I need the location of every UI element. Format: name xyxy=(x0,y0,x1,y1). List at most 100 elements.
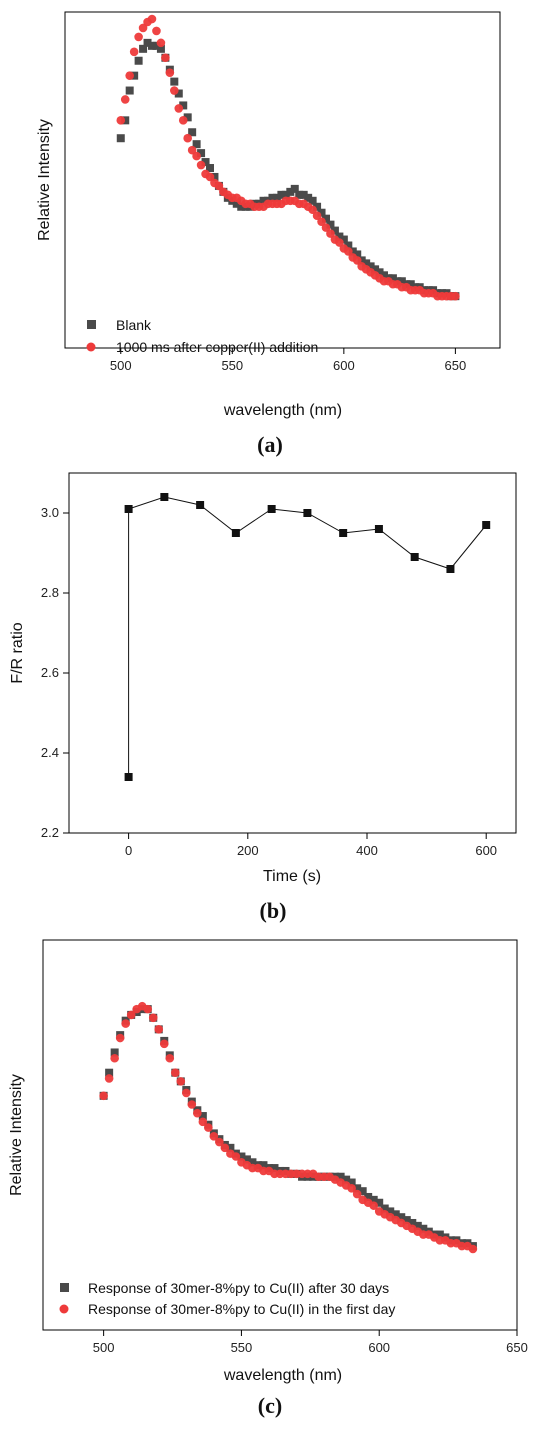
panel-c-point-series1 xyxy=(182,1088,191,1098)
panel-c-point-series1 xyxy=(148,1013,158,1023)
panel-c-point-series0 xyxy=(342,1175,351,1184)
panel-a-point-series0 xyxy=(313,202,322,211)
panel-c-point-series0 xyxy=(270,1164,279,1173)
panel-a-point-series1 xyxy=(214,181,224,191)
panel-a-point-series1 xyxy=(125,71,134,80)
panel-a-point-series1 xyxy=(451,291,460,301)
panel-a-point-series0 xyxy=(232,199,241,208)
panel-b-point xyxy=(124,773,133,781)
panel-c-x-tick-label: 500 xyxy=(93,1340,115,1355)
panel-a-legend-marker-blank xyxy=(87,320,96,329)
panel-a-point-series0 xyxy=(348,247,357,256)
panel-a-point-series1 xyxy=(183,133,192,143)
panel-c-point-series0 xyxy=(259,1161,268,1170)
panel-a-x-tick-label: 600 xyxy=(333,358,355,373)
panel-a: 500 550 600 650 Relative Intensity waveleng… xyxy=(36,11,501,457)
panel-a-plot-frame xyxy=(64,11,501,349)
panel-a-point-series1 xyxy=(205,172,215,182)
panel-c-point-series0 xyxy=(364,1192,373,1201)
panel-b-x-tick-label: 200 xyxy=(237,843,259,858)
panel-c-x-tick-label: 550 xyxy=(231,1340,253,1355)
panel-a-point-series0 xyxy=(362,259,371,268)
panel-a-point-series0 xyxy=(259,196,268,205)
panel-a-point-series0 xyxy=(290,184,299,193)
panel-c-point-series1 xyxy=(165,1053,175,1063)
panel-b-y-ticks: 2.2 2.4 2.6 2.8 3.0 xyxy=(41,505,69,840)
panel-a-point-series1 xyxy=(321,223,331,232)
panel-c-point-series0 xyxy=(397,1213,406,1222)
panel-a-point-series0 xyxy=(192,140,201,149)
panel-c-point-series1 xyxy=(154,1025,164,1034)
panel-c-point-series1 xyxy=(209,1131,219,1141)
panel-b-y-tick-label: 3.0 xyxy=(41,505,59,520)
panel-c-point-series1 xyxy=(104,1074,114,1083)
panel-a-point-series1 xyxy=(134,32,143,42)
panel-a-point-series1 xyxy=(326,229,335,238)
panel-b-caption: (b) xyxy=(260,898,287,923)
panel-b-plot-frame xyxy=(68,472,517,834)
panel-b-y-tick-label: 2.4 xyxy=(41,745,59,760)
panel-c-point-series1 xyxy=(352,1189,362,1199)
panel-a-point-series0 xyxy=(170,77,179,86)
panel-a-point-series1 xyxy=(170,86,179,95)
panel-a-point-series0 xyxy=(272,193,281,202)
panel-b-series xyxy=(124,493,491,781)
panel-b-x-tick-label: 400 xyxy=(356,843,378,858)
panel-c-point-series0 xyxy=(347,1178,356,1187)
panel-c-x-ticks: 500 550 600 650 xyxy=(93,1330,528,1355)
panel-a-point-series1 xyxy=(120,95,130,104)
panel-b-point xyxy=(374,525,383,533)
panel-a-point-series0 xyxy=(183,113,192,122)
panel-b-point xyxy=(124,505,133,513)
panel-c-point-series0 xyxy=(226,1143,235,1152)
panel-b-point xyxy=(196,501,205,509)
panel-a-x-axis-label: wavelength (nm) xyxy=(223,402,342,419)
panel-a-point-series0 xyxy=(116,134,125,143)
panel-c-point-series0 xyxy=(242,1155,251,1164)
panel-c-point-series0 xyxy=(391,1210,400,1219)
panel-c-x-axis-label: wavelength (nm) xyxy=(223,1367,342,1384)
panel-a-point-series1 xyxy=(138,23,148,33)
panel-c-point-series1 xyxy=(170,1068,180,1077)
panel-a-point-series0 xyxy=(156,44,165,53)
panel-a-point-series0 xyxy=(152,41,161,50)
panel-a-point-series0 xyxy=(322,214,330,223)
panel-a-point-series1 xyxy=(308,205,317,215)
panel-a-point-series0 xyxy=(286,187,295,196)
panel-a-point-series0 xyxy=(299,190,308,199)
panel-c-point-series1 xyxy=(369,1201,378,1210)
panel-a-point-series0 xyxy=(201,158,210,167)
panel-c-point-series1 xyxy=(231,1152,241,1161)
panel-a-point-series0 xyxy=(188,128,197,137)
panel-a-x-tick-label: 500 xyxy=(110,358,132,373)
panel-a-point-series0 xyxy=(295,190,304,199)
panel-a-point-series1 xyxy=(352,256,362,265)
panel-c-point-series1 xyxy=(143,1004,153,1014)
panel-a-point-series1 xyxy=(187,145,197,155)
panel-c-point-series0 xyxy=(369,1195,378,1204)
panel-a-legend: Blank 1000 ms after copper(II) addition xyxy=(86,317,318,355)
panel-a-point-series1 xyxy=(312,211,322,220)
panel-c-point-series0 xyxy=(353,1184,362,1193)
panel-c-point-series1 xyxy=(347,1184,356,1193)
panel-c-point-series1 xyxy=(204,1123,213,1132)
panel-a-point-series1 xyxy=(178,116,188,125)
panel-c-y-axis-label: Relative Intensity xyxy=(8,1074,25,1196)
panel-a-point-series1 xyxy=(165,68,175,77)
panel-a-point-series0 xyxy=(139,44,148,53)
panel-a-point-series0 xyxy=(388,274,397,283)
panel-a-point-series0 xyxy=(281,190,290,199)
panel-c-point-series0 xyxy=(419,1224,428,1233)
panel-c-point-series0 xyxy=(402,1216,411,1225)
panel-c-point-series1 xyxy=(198,1117,208,1127)
panel-a-point-series0 xyxy=(371,265,380,274)
panel-c-legend-marker-firstday xyxy=(59,1304,69,1314)
panel-c-point-series1 xyxy=(187,1100,197,1109)
panel-c-point-series1 xyxy=(220,1143,230,1153)
panel-a-point-series0 xyxy=(197,149,206,158)
panel-c-point-series0 xyxy=(358,1187,367,1196)
panel-c-x-tick-label: 650 xyxy=(506,1340,528,1355)
panel-b-x-tick-label: 0 xyxy=(125,843,132,858)
panel-a-point-series0 xyxy=(380,271,388,280)
